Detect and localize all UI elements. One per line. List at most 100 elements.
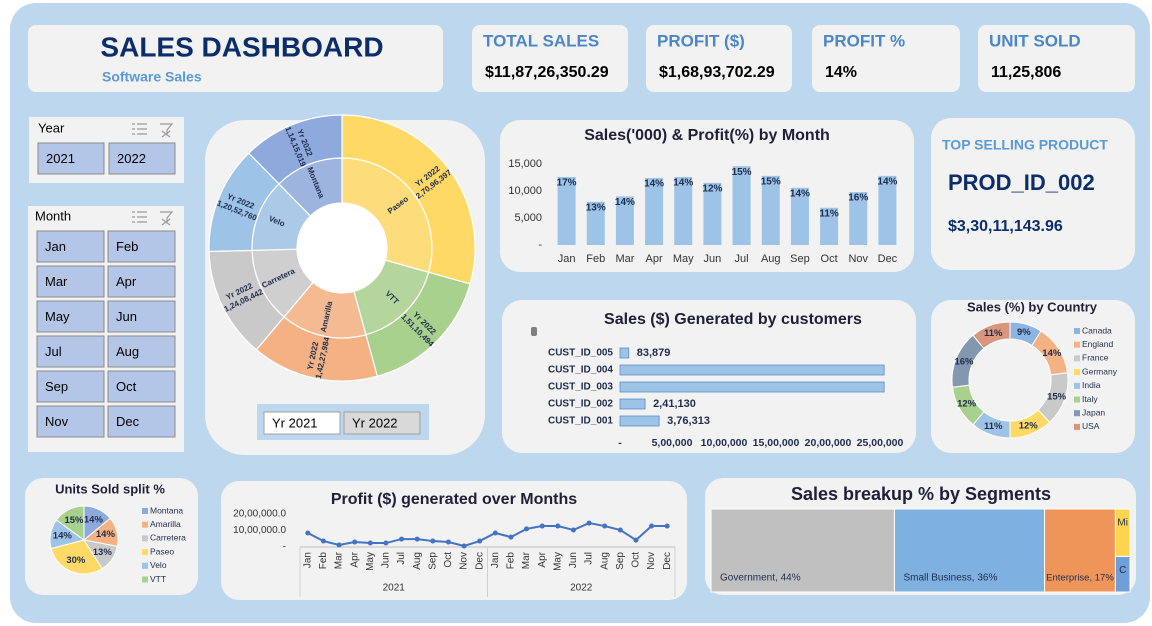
- month-button-label[interactable]: Oct: [116, 379, 137, 394]
- month-button[interactable]: [36, 230, 105, 263]
- y-tick-label: -: [283, 542, 286, 553]
- profit-label: 12%: [702, 184, 722, 195]
- sunburst-year-button[interactable]: [263, 411, 341, 435]
- segment-tile: [893, 508, 1046, 593]
- month-button-label[interactable]: Jun: [116, 309, 137, 324]
- month-button[interactable]: [36, 405, 105, 438]
- x-tick-label: Jan: [490, 552, 501, 568]
- legend-swatch: [1074, 410, 1080, 417]
- legend-swatch: [1074, 423, 1080, 430]
- month-button[interactable]: [107, 405, 176, 438]
- bar: [674, 176, 693, 245]
- year-button-label[interactable]: 2022: [117, 151, 146, 166]
- profit-point: [305, 530, 311, 536]
- slice-label: 14%: [84, 515, 104, 526]
- slice: [972, 321, 1011, 350]
- slice-label: 11%: [984, 328, 1003, 339]
- profit-label: 15%: [732, 167, 752, 178]
- month-button-label[interactable]: Jul: [45, 344, 62, 359]
- month-button[interactable]: [36, 335, 105, 368]
- month-button-label[interactable]: Dec: [116, 414, 140, 429]
- x-tick-label: Feb: [506, 552, 517, 570]
- kpi-card: [812, 25, 960, 92]
- profit-point: [555, 523, 561, 529]
- segment-label: Mi: [1117, 518, 1128, 529]
- bar: [619, 347, 630, 359]
- slice-label: 11%: [984, 421, 1003, 432]
- legend-label: Canada: [1082, 325, 1112, 335]
- legend-label: France: [1082, 353, 1109, 363]
- x-tick-label: Aug: [761, 253, 781, 265]
- legend-label: Italy: [1082, 394, 1098, 404]
- category-label: CUST_ID_005: [548, 348, 613, 359]
- x-tick-label: Jan: [302, 552, 313, 568]
- profit-point: [617, 527, 623, 533]
- profit-label: 17%: [557, 178, 577, 189]
- month-button-label[interactable]: Nov: [45, 414, 69, 429]
- month-button-label[interactable]: Jan: [45, 239, 66, 254]
- sunburst-hole: [297, 203, 387, 293]
- kpi-value: 14%: [825, 64, 857, 81]
- slice-label: 14%: [53, 530, 73, 541]
- x-tick-label: Feb: [318, 552, 329, 570]
- legend-label: Germany: [1082, 366, 1118, 376]
- year-button[interactable]: [108, 142, 176, 175]
- kpi-card: [472, 25, 628, 92]
- category-label: CUST_ID_004: [548, 365, 613, 376]
- sunburst-year-button-label[interactable]: Yr 2021: [272, 415, 318, 430]
- month-button-label[interactable]: Mar: [45, 274, 68, 289]
- month-button-label[interactable]: Apr: [116, 274, 137, 289]
- legend-label: England: [1082, 339, 1113, 349]
- kpi-label: PROFIT %: [823, 31, 905, 50]
- month-button[interactable]: [107, 265, 176, 298]
- x-tick-label: Aug: [412, 552, 423, 570]
- profit-point: [414, 536, 420, 542]
- legend-swatch: [142, 549, 148, 556]
- x-tick-label: 25,00,000: [857, 437, 904, 449]
- bar: [619, 381, 885, 393]
- x-tick-label: Dec: [474, 552, 485, 570]
- x-tick-label: Jun: [381, 552, 392, 568]
- month-button[interactable]: [36, 300, 105, 333]
- x-group-label: 2022: [570, 583, 593, 594]
- month-button[interactable]: [36, 370, 105, 403]
- month-button[interactable]: [107, 300, 176, 333]
- y-tick-label: 5,000: [514, 212, 542, 224]
- month-slicer-title: Month: [35, 208, 71, 223]
- x-tick-label: May: [365, 552, 376, 571]
- sunburst-year-button[interactable]: [343, 411, 421, 435]
- month-button[interactable]: [36, 265, 105, 298]
- slice-label: 30%: [66, 555, 86, 566]
- month-button-label[interactable]: Aug: [116, 344, 139, 359]
- category-label: CUST_ID_003: [548, 382, 613, 393]
- profit-point: [320, 538, 326, 544]
- segment-tile: [1044, 508, 1116, 593]
- x-tick-label: Sep: [427, 552, 438, 570]
- year-button[interactable]: [37, 142, 105, 175]
- month-button[interactable]: [107, 370, 176, 403]
- x-tick-label: 20,00,000: [805, 437, 852, 449]
- profit-label: 16%: [848, 193, 868, 204]
- y-tick-label: -: [538, 239, 542, 251]
- profit-point: [336, 542, 342, 548]
- legend-swatch: [142, 508, 148, 514]
- month-button-label[interactable]: Sep: [45, 379, 68, 394]
- x-tick-label: Apr: [537, 551, 548, 567]
- bar: [619, 398, 646, 410]
- month-button-label[interactable]: May: [45, 309, 70, 324]
- profit-line: [307, 522, 668, 548]
- month-button[interactable]: [107, 335, 176, 368]
- bar: [761, 175, 780, 245]
- profit-label: 15%: [761, 177, 781, 188]
- month-button-label[interactable]: Feb: [116, 239, 138, 254]
- x-group-label: 2021: [383, 583, 406, 594]
- kpi-label: PROFIT ($): [657, 31, 745, 50]
- value-label: 3,76,313: [667, 415, 710, 427]
- x-tick-label: Jun: [704, 253, 722, 265]
- year-button-label[interactable]: 2021: [46, 151, 75, 166]
- month-button[interactable]: [107, 230, 176, 263]
- profit-point: [664, 523, 670, 529]
- legend-label: Amarilla: [150, 519, 181, 529]
- kpi-label: UNIT SOLD: [989, 31, 1081, 50]
- sunburst-year-button-label[interactable]: Yr 2022: [352, 415, 398, 430]
